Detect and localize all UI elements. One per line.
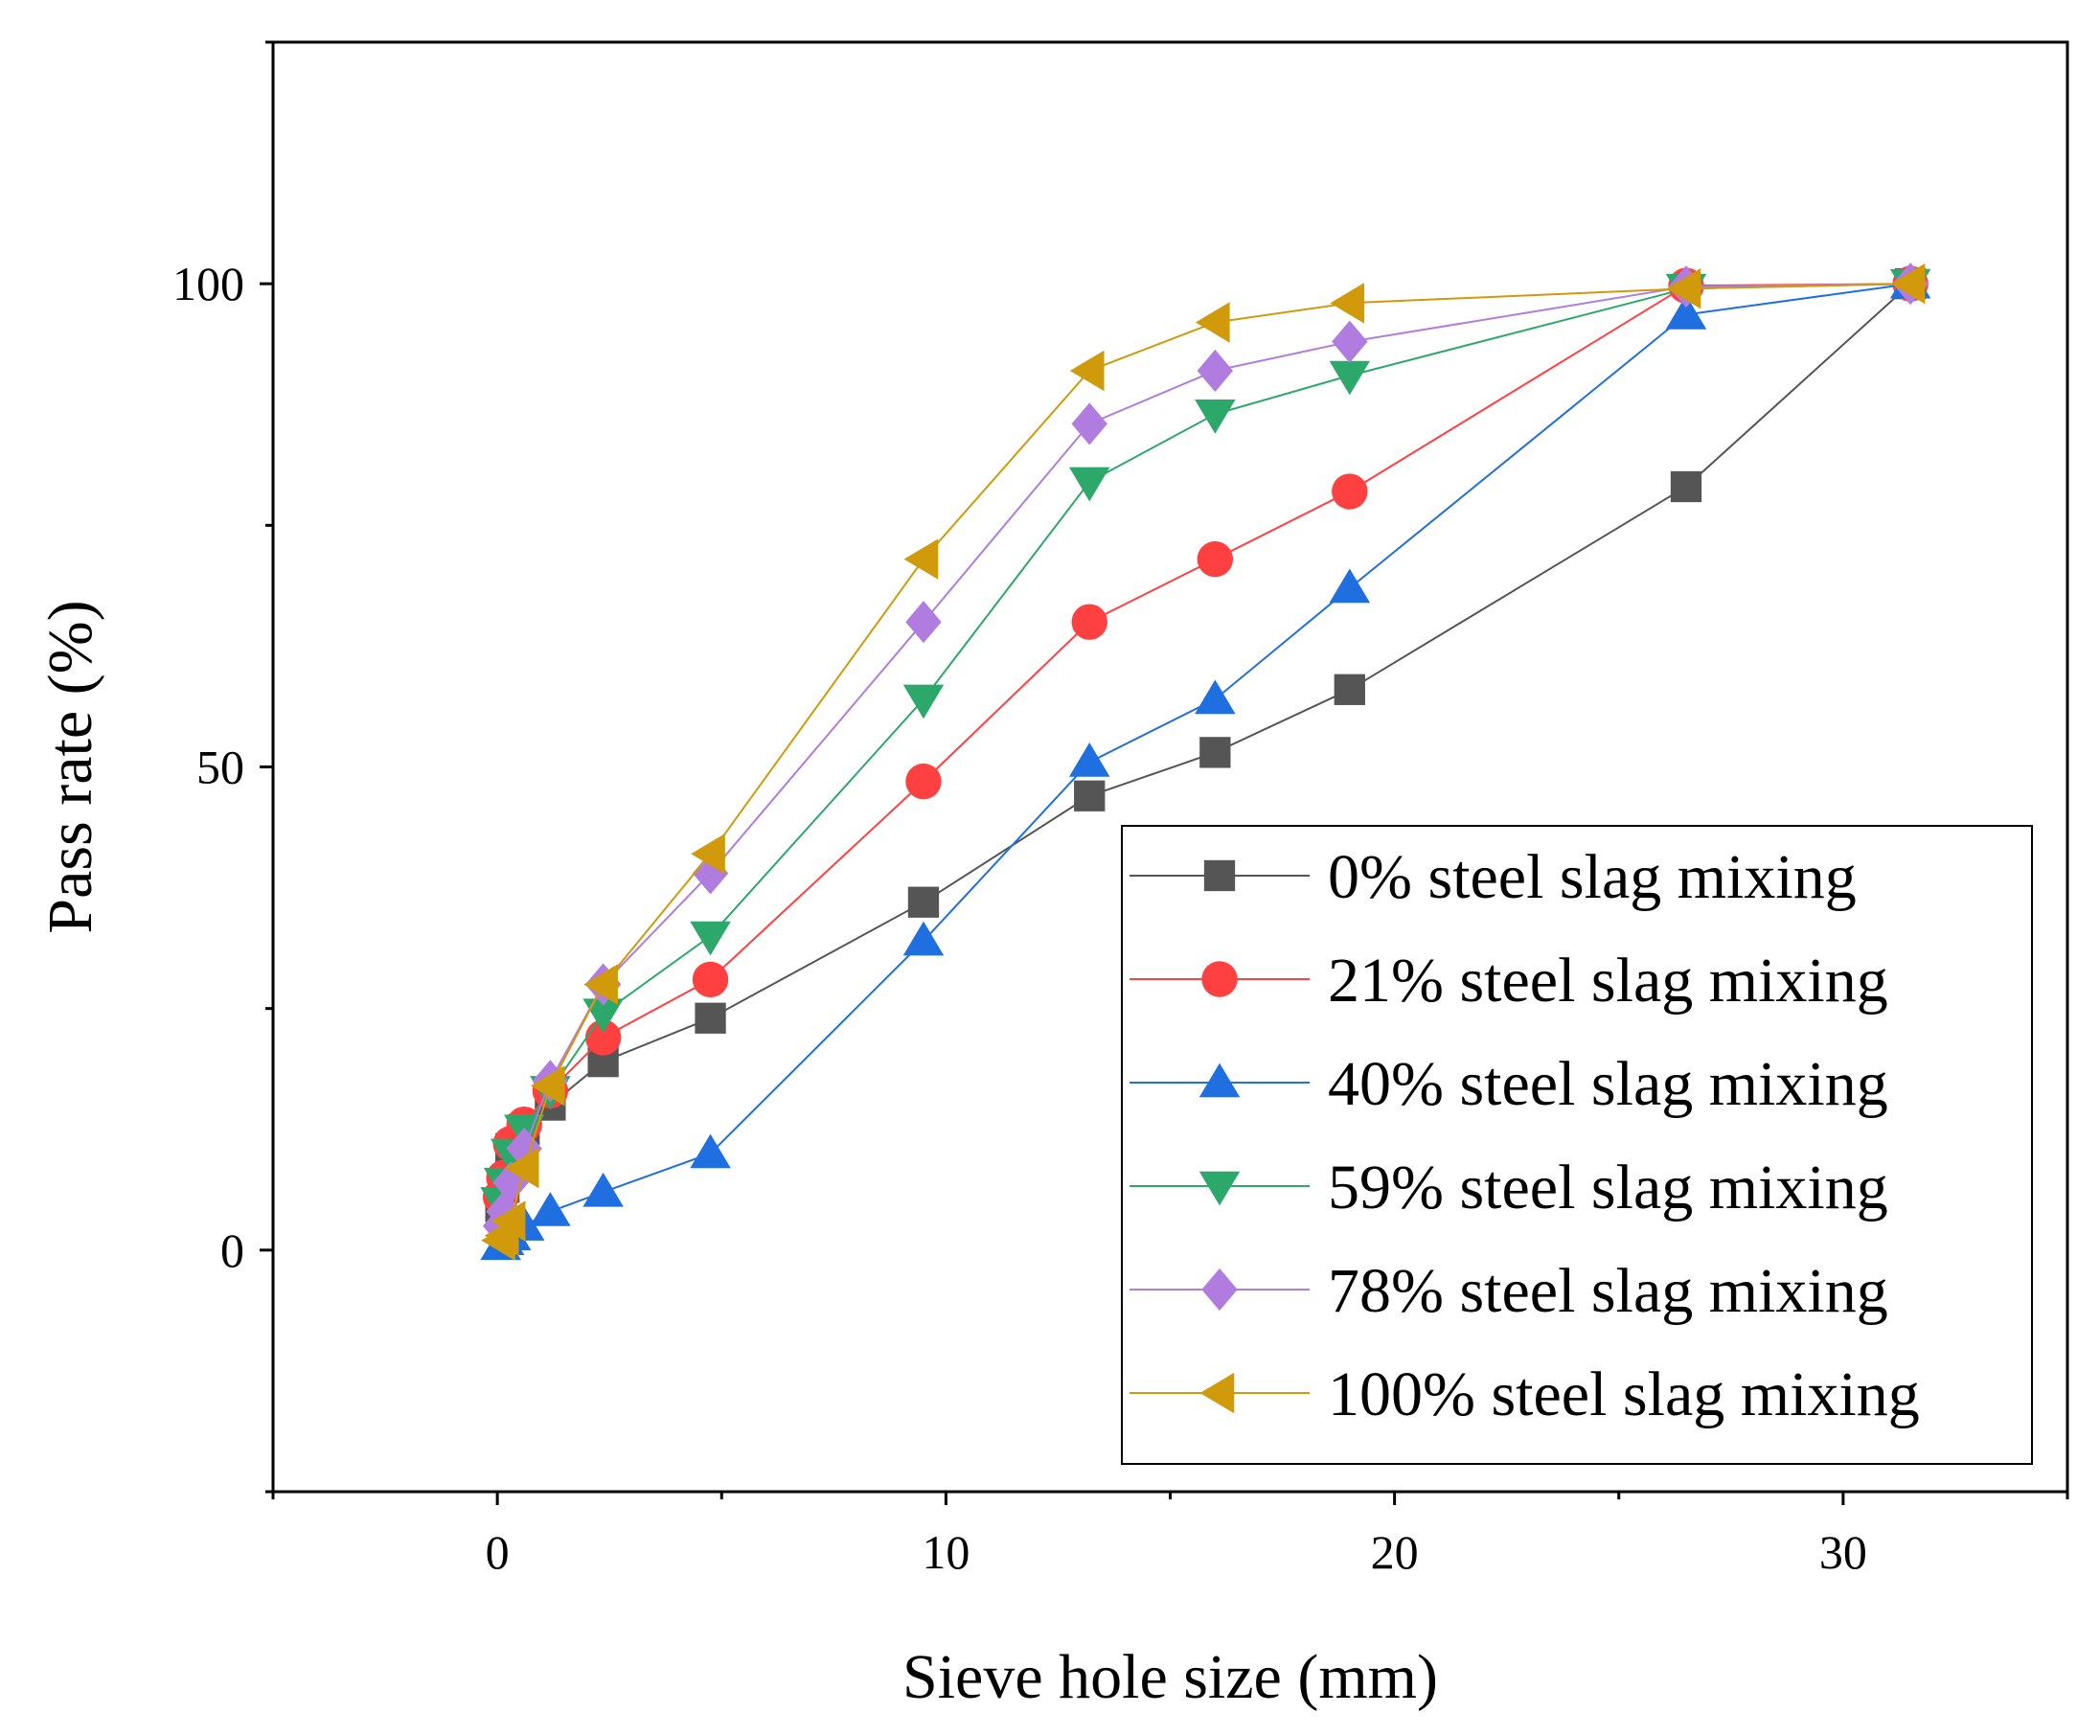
data-point bbox=[1670, 470, 1702, 503]
legend-item: 0% steel slag mixing bbox=[1130, 842, 1857, 912]
x-axis-title: Sieve hole size (mm) bbox=[902, 1642, 1438, 1712]
legend-marker bbox=[1199, 1372, 1235, 1414]
data-point bbox=[1334, 674, 1365, 705]
data-point bbox=[583, 964, 618, 1005]
x-tick-label: 20 bbox=[1371, 1525, 1419, 1579]
legend-item: 21% steel slag mixing bbox=[1130, 946, 1888, 1016]
legend-marker bbox=[1203, 859, 1236, 892]
data-point bbox=[1890, 263, 1926, 305]
y-tick-label: 0 bbox=[220, 1223, 244, 1277]
legend-item: 40% steel slag mixing bbox=[1130, 1049, 1888, 1119]
legend-marker bbox=[1201, 1268, 1238, 1312]
data-point bbox=[491, 1200, 526, 1242]
data-point bbox=[902, 921, 945, 956]
y-axis-title: Pass rate (%) bbox=[35, 600, 105, 933]
data-point bbox=[1069, 350, 1105, 392]
legend-marker bbox=[1201, 961, 1238, 997]
x-tick-label: 30 bbox=[1819, 1525, 1867, 1579]
data-point bbox=[907, 886, 940, 918]
data-point bbox=[1068, 467, 1110, 502]
data-point bbox=[1068, 742, 1110, 777]
data-point bbox=[1199, 737, 1231, 768]
data-point bbox=[1329, 360, 1371, 396]
axes: 0 10 20 30 0 50 100 bbox=[172, 40, 2069, 1579]
data-point bbox=[1074, 780, 1106, 811]
data-point bbox=[582, 998, 624, 1034]
data-point bbox=[902, 684, 945, 720]
data-point bbox=[584, 1019, 622, 1056]
data-point bbox=[1071, 402, 1107, 445]
legend-label: 21% steel slag mixing bbox=[1328, 946, 1888, 1016]
data-point bbox=[1332, 473, 1368, 510]
data-point bbox=[504, 1147, 539, 1189]
series-layer bbox=[480, 263, 1931, 1261]
legend-item: 59% steel slag mixing bbox=[1130, 1153, 1888, 1222]
legend-item: 100% steel slag mixing bbox=[1130, 1359, 1920, 1429]
data-point bbox=[1195, 400, 1236, 434]
data-point bbox=[582, 1172, 624, 1207]
data-point bbox=[905, 601, 942, 644]
series-5 bbox=[481, 263, 1926, 1261]
data-point bbox=[903, 538, 939, 580]
legend-label: 40% steel slag mixing bbox=[1328, 1049, 1888, 1119]
legend-item: 78% steel slag mixing bbox=[1130, 1256, 1888, 1326]
legend-box bbox=[1121, 825, 2033, 1465]
data-point bbox=[1195, 679, 1236, 715]
data-point bbox=[1197, 540, 1234, 578]
y-tick-label: 100 bbox=[172, 257, 244, 310]
data-point bbox=[1665, 295, 1707, 330]
data-point bbox=[692, 961, 729, 998]
data-point bbox=[1195, 302, 1230, 343]
data-point bbox=[1666, 267, 1701, 309]
legend: 0% steel slag mixing 21% steel slag mixin… bbox=[1121, 825, 2033, 1465]
data-point bbox=[1329, 568, 1371, 604]
legend-label: 100% steel slag mixing bbox=[1328, 1359, 1920, 1429]
legend-label: 59% steel slag mixing bbox=[1328, 1153, 1888, 1222]
data-point bbox=[530, 1192, 571, 1226]
legend-label: 0% steel slag mixing bbox=[1328, 842, 1857, 912]
data-point bbox=[1330, 283, 1365, 324]
data-point bbox=[1197, 349, 1234, 393]
x-tick-label: 10 bbox=[922, 1525, 970, 1579]
data-point bbox=[695, 1002, 726, 1034]
y-tick-label: 50 bbox=[196, 741, 244, 794]
data-point bbox=[691, 834, 725, 875]
legend-marker bbox=[1198, 1171, 1241, 1206]
data-point bbox=[530, 1065, 565, 1107]
data-point bbox=[905, 763, 942, 800]
data-point bbox=[690, 1133, 731, 1169]
data-point bbox=[1071, 604, 1107, 640]
legend-marker bbox=[1198, 1062, 1241, 1098]
data-point bbox=[690, 921, 731, 956]
data-point bbox=[1332, 320, 1368, 363]
data-point bbox=[506, 1127, 542, 1171]
legend-label: 78% steel slag mixing bbox=[1328, 1256, 1888, 1326]
data-point bbox=[692, 852, 729, 895]
x-tick-label: 0 bbox=[486, 1525, 510, 1579]
